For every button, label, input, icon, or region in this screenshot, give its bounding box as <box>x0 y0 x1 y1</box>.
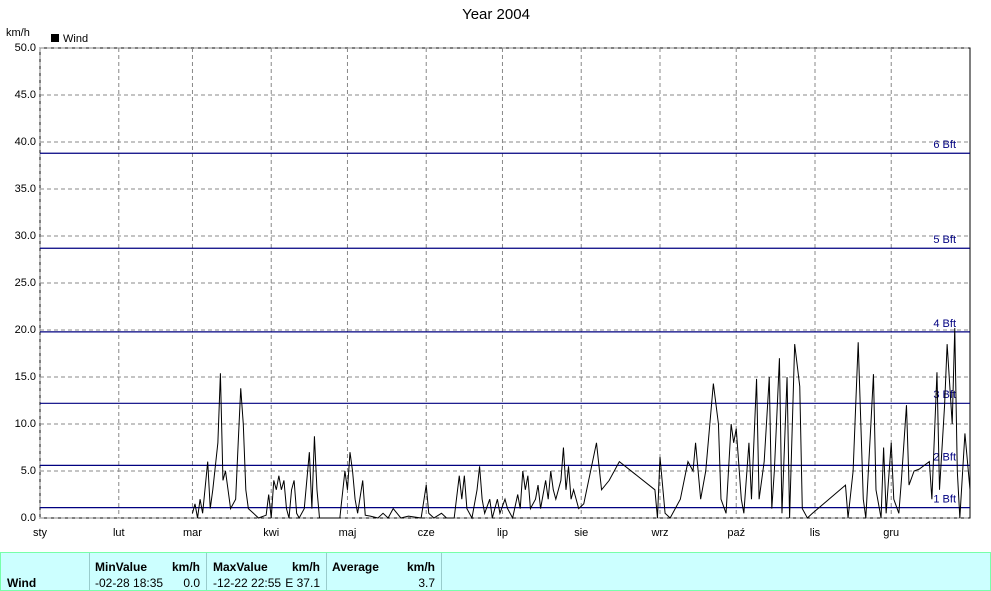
cell: 3.7 <box>418 576 435 590</box>
y-tick-label: 45.0 <box>15 89 36 101</box>
cell: E 37.1 <box>285 576 320 590</box>
cell: 0.0 <box>183 576 200 590</box>
beaufort-label: 5 Bft <box>933 234 956 246</box>
row-label: Wind <box>7 576 37 590</box>
header: MaxValue <box>213 560 268 574</box>
y-tick-label: 50.0 <box>15 42 36 54</box>
y-axis-label: km/h <box>6 27 30 39</box>
y-tick-label: 40.0 <box>15 136 36 148</box>
x-tick-label: lis <box>810 527 821 539</box>
y-tick-label: 30.0 <box>15 230 36 242</box>
x-tick-label: gru <box>883 527 899 539</box>
x-tick-label: mar <box>183 527 202 539</box>
beaufort-label: 4 Bft <box>933 318 956 330</box>
y-tick-label: 0.0 <box>21 512 36 524</box>
x-tick-label: maj <box>339 527 357 539</box>
x-tick-label: paź <box>727 527 745 539</box>
x-tick-label: cze <box>418 527 435 539</box>
legend-label: Wind <box>63 33 88 45</box>
beaufort-label: 6 Bft <box>933 139 956 151</box>
legend-swatch <box>51 34 59 42</box>
x-tick-label: lip <box>497 527 508 539</box>
y-tick-label: 35.0 <box>15 183 36 195</box>
unit: km/h <box>171 560 200 574</box>
summary-table: Wind MinValue km/h -02-28 18:35 0.0 MaxV… <box>0 552 991 591</box>
cell: -02-28 18:35 <box>95 576 164 590</box>
header: MinValue <box>95 560 148 574</box>
y-tick-label: 5.0 <box>21 465 36 477</box>
x-tick-label: wrz <box>650 527 668 539</box>
unit: km/h <box>291 560 320 574</box>
chart: Year 2004 km/h Wind 0.0 5.0 10.0 15.0 20.0 25… <box>6 6 971 539</box>
x-tick-label: sty <box>33 527 48 539</box>
cell: -12-22 22:55 <box>213 576 282 590</box>
x-tick-label: sie <box>574 527 588 539</box>
x-tick-label: lut <box>113 527 125 539</box>
beaufort-label: 2 Bft <box>933 451 956 463</box>
y-tick-label: 25.0 <box>15 277 36 289</box>
unit: km/h <box>406 560 435 574</box>
line <box>191 328 971 520</box>
y-tick-label: 10.0 <box>15 418 36 430</box>
x-tick-label: kwi <box>263 527 279 539</box>
beaufort-label: 1 Bft <box>933 494 956 506</box>
chart-title: Year 2004 <box>462 6 530 23</box>
header: Average <box>332 560 379 574</box>
y-tick-label: 15.0 <box>15 371 36 383</box>
y-tick-label: 20.0 <box>15 324 36 336</box>
